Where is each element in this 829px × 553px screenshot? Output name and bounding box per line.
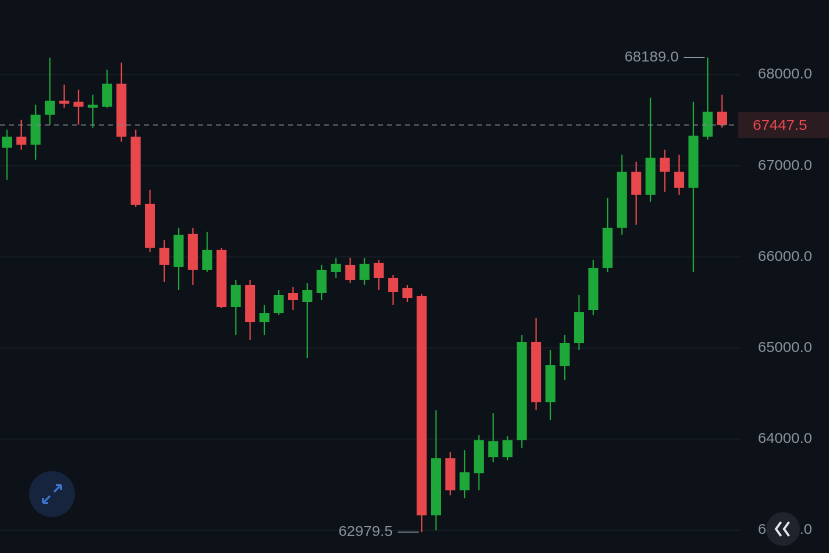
y-tick-label: 68000.0 [758, 66, 812, 83]
candle-body [702, 111, 713, 137]
y-tick-label: 67000.0 [758, 157, 812, 174]
candle-body [30, 114, 41, 145]
candle-body [316, 269, 327, 293]
candle-body [116, 83, 127, 137]
high-label: 68189.0 [624, 48, 678, 65]
y-tick-label: 64000.0 [758, 430, 812, 447]
candle-body [288, 292, 298, 301]
candle-body [16, 136, 27, 145]
candle-body [688, 135, 699, 188]
candle-body [659, 157, 670, 172]
candle-body [145, 203, 155, 248]
candle-body [431, 458, 441, 516]
expand-icon [42, 484, 62, 504]
candle-body [459, 472, 470, 491]
expand-button[interactable] [29, 471, 75, 517]
candle-body [373, 262, 384, 278]
candle-body [187, 233, 198, 270]
candle-body [259, 313, 270, 323]
candle-body [302, 289, 313, 303]
candle-body [345, 264, 356, 280]
candle-body [502, 440, 513, 458]
candle-body [574, 312, 584, 344]
candle-body [473, 440, 484, 474]
candle-body [44, 100, 55, 115]
candle-body [516, 342, 527, 441]
candle-body [388, 277, 399, 292]
candle-body [230, 284, 241, 308]
last-price-label: 67447.5 [753, 117, 807, 134]
candles [2, 57, 727, 533]
candle-body [159, 247, 170, 265]
candle-body [545, 365, 556, 403]
candle-body [616, 171, 627, 228]
candle-body [488, 441, 499, 458]
candle-body [73, 101, 84, 107]
candle-body [559, 343, 570, 367]
candle-body [59, 100, 70, 104]
candle-body [359, 263, 370, 280]
candle-body [717, 111, 727, 126]
candle-body [202, 249, 213, 270]
candle-body [330, 263, 341, 272]
candle-body [2, 136, 12, 148]
candle-body [402, 287, 413, 299]
candle-body [416, 295, 427, 516]
candle-body [245, 284, 256, 323]
candle-body [273, 294, 284, 314]
candle-body [130, 136, 141, 205]
y-tick-label: 65000.0 [758, 339, 812, 356]
candle-body [631, 171, 642, 195]
scroll-latest-icon [774, 521, 790, 537]
low-label: 62979.5 [338, 523, 392, 540]
candle-body [173, 234, 184, 267]
grid [0, 74, 740, 531]
candle-body [588, 267, 599, 311]
expand-button-bg[interactable] [29, 471, 75, 517]
candle-body [87, 104, 98, 108]
candle-body [602, 227, 613, 268]
candle-body [102, 83, 113, 107]
candle-body [645, 157, 656, 195]
last-price-box [738, 112, 829, 139]
scroll-latest-button[interactable] [766, 512, 800, 546]
candle-body [531, 342, 542, 403]
candle-body [674, 171, 685, 188]
candle-body [216, 249, 227, 308]
candle-body [445, 458, 456, 491]
y-tick-label: 66000.0 [758, 248, 812, 265]
